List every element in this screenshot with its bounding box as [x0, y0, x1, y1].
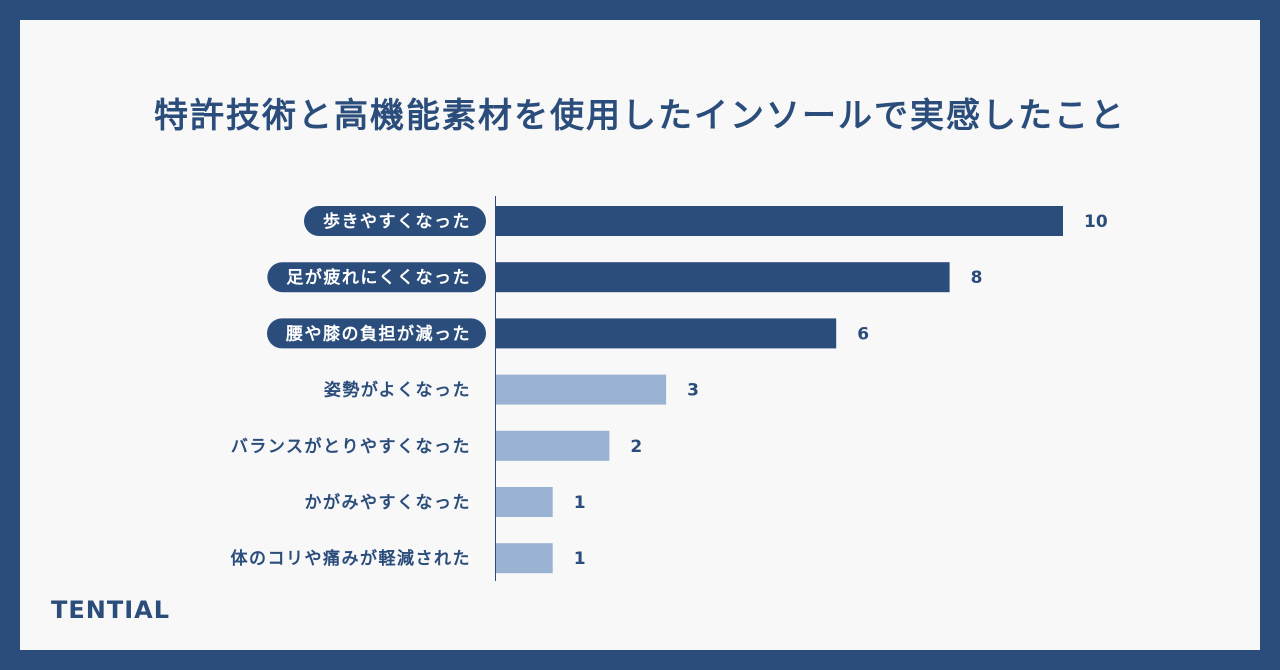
bar [496, 374, 667, 405]
bar-value-label: 6 [857, 324, 869, 344]
category-label-pill [267, 318, 486, 349]
category-label: 姿勢がよくなった [324, 380, 471, 401]
bar [496, 430, 610, 461]
category-label: 腰や膝の負担が減った [286, 323, 471, 344]
bar [496, 487, 553, 517]
brand-logo: TENTIAL [51, 596, 171, 624]
category-label: バランスがとりやすくなった [231, 436, 471, 457]
category-label: かがみやすくなった [305, 492, 472, 513]
bar-value-label: 8 [971, 268, 983, 288]
category-label: 体のコリや痛みが軽減された [231, 548, 472, 569]
bar [496, 262, 950, 293]
bar [496, 543, 553, 574]
category-label-pill [267, 262, 486, 293]
category-label-pill [304, 206, 486, 236]
category-label: 足が疲れにくくなった [286, 267, 471, 288]
bar-value-label: 1 [574, 549, 586, 569]
bar-value-label: 3 [687, 381, 699, 401]
bar [496, 318, 837, 349]
bar-value-label: 10 [1084, 212, 1108, 232]
category-label: 歩きやすくなった [323, 211, 471, 232]
bar [496, 206, 1063, 236]
chart-title: 特許技術と高機能素材を使用したインソールで実感したこと [154, 96, 1126, 136]
bar-value-label: 2 [630, 437, 642, 457]
bar-value-label: 1 [574, 493, 586, 513]
